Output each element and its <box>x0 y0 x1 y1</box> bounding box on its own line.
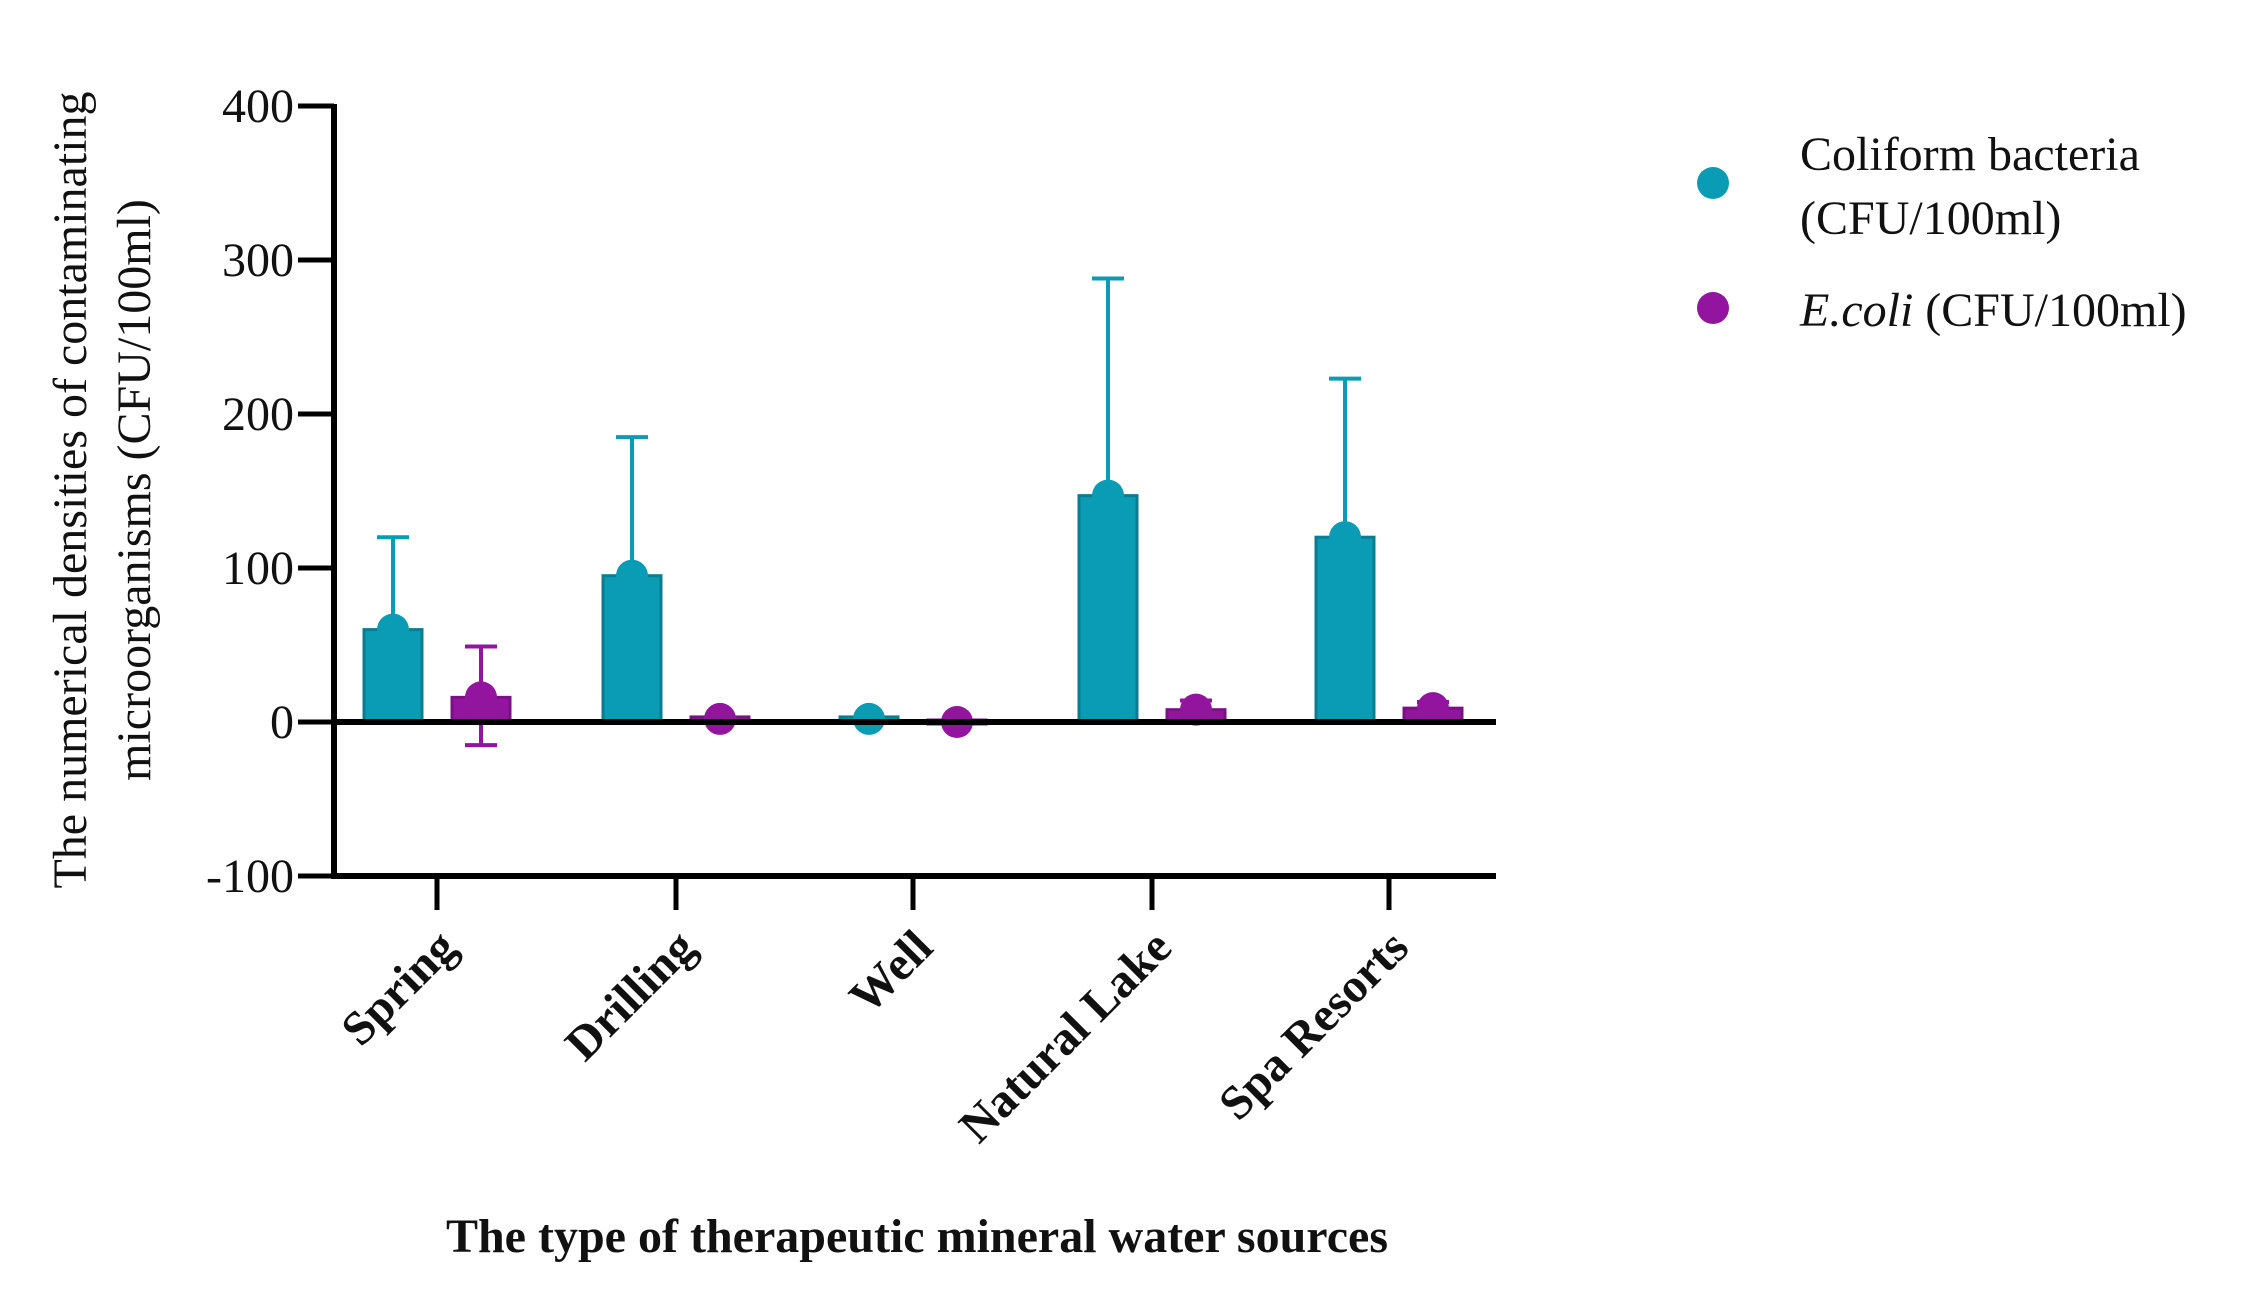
y-axis-title: The numerical densities of contaminating… <box>44 91 161 888</box>
legend-marker-coliform <box>1697 167 1729 199</box>
x-category-label: Well <box>839 920 942 1023</box>
legend-label-ecoli: E.coli (CFU/100ml) <box>1799 284 2187 337</box>
data-point <box>616 559 648 592</box>
data-point <box>853 702 885 735</box>
legend-label-ecoli-italic: E.coli <box>1799 284 1913 337</box>
legend-label-line: (CFU/100ml) <box>1800 192 2061 245</box>
legend-marker-ecoli <box>1697 292 1729 324</box>
legend: Coliform bacteria (CFU/100ml)E.coli (CFU/… <box>1697 128 2187 337</box>
y-tick-label: 400 <box>222 80 294 133</box>
y-axis-title-line: microorganisms (CFU/100ml) <box>108 199 161 781</box>
data-point <box>1092 479 1124 512</box>
legend-label-line: Coliform bacteria <box>1800 128 2140 181</box>
x-category-label: Drilling <box>555 920 706 1071</box>
bar-coliform <box>1314 535 1376 724</box>
legend-label-coliform: Coliform bacteria (CFU/100ml) <box>1800 128 2140 245</box>
data-point <box>465 681 497 714</box>
x-category-label: Spa Resorts <box>1209 920 1419 1130</box>
labels-layer: 400 300 200 100 0 -100 Spring Drilling Well Natur… <box>44 80 1419 1263</box>
bars-layer <box>362 276 1464 748</box>
bar-coliform <box>1077 494 1139 724</box>
data-point <box>1417 692 1449 725</box>
y-tick-label: 300 <box>222 234 294 287</box>
y-tick-label: -100 <box>206 850 294 903</box>
y-tick-label: 100 <box>222 542 294 595</box>
y-tick-label: 0 <box>270 696 294 749</box>
axes-layer <box>298 103 1496 910</box>
data-point <box>1180 693 1212 726</box>
x-category-label: Natural Lake <box>949 920 1182 1153</box>
y-axis-title-line: The numerical densities of contaminating <box>44 91 97 888</box>
bar-coliform <box>601 574 663 724</box>
legend-label-ecoli-unit: (CFU/100ml) <box>1913 284 2186 337</box>
data-point <box>1329 521 1361 554</box>
data-point <box>704 702 736 735</box>
x-category-label: Spring <box>331 920 467 1056</box>
y-tick-label: 200 <box>222 388 294 441</box>
data-point <box>377 613 409 646</box>
x-axis-title: The type of therapeutic mineral water so… <box>446 1210 1388 1263</box>
